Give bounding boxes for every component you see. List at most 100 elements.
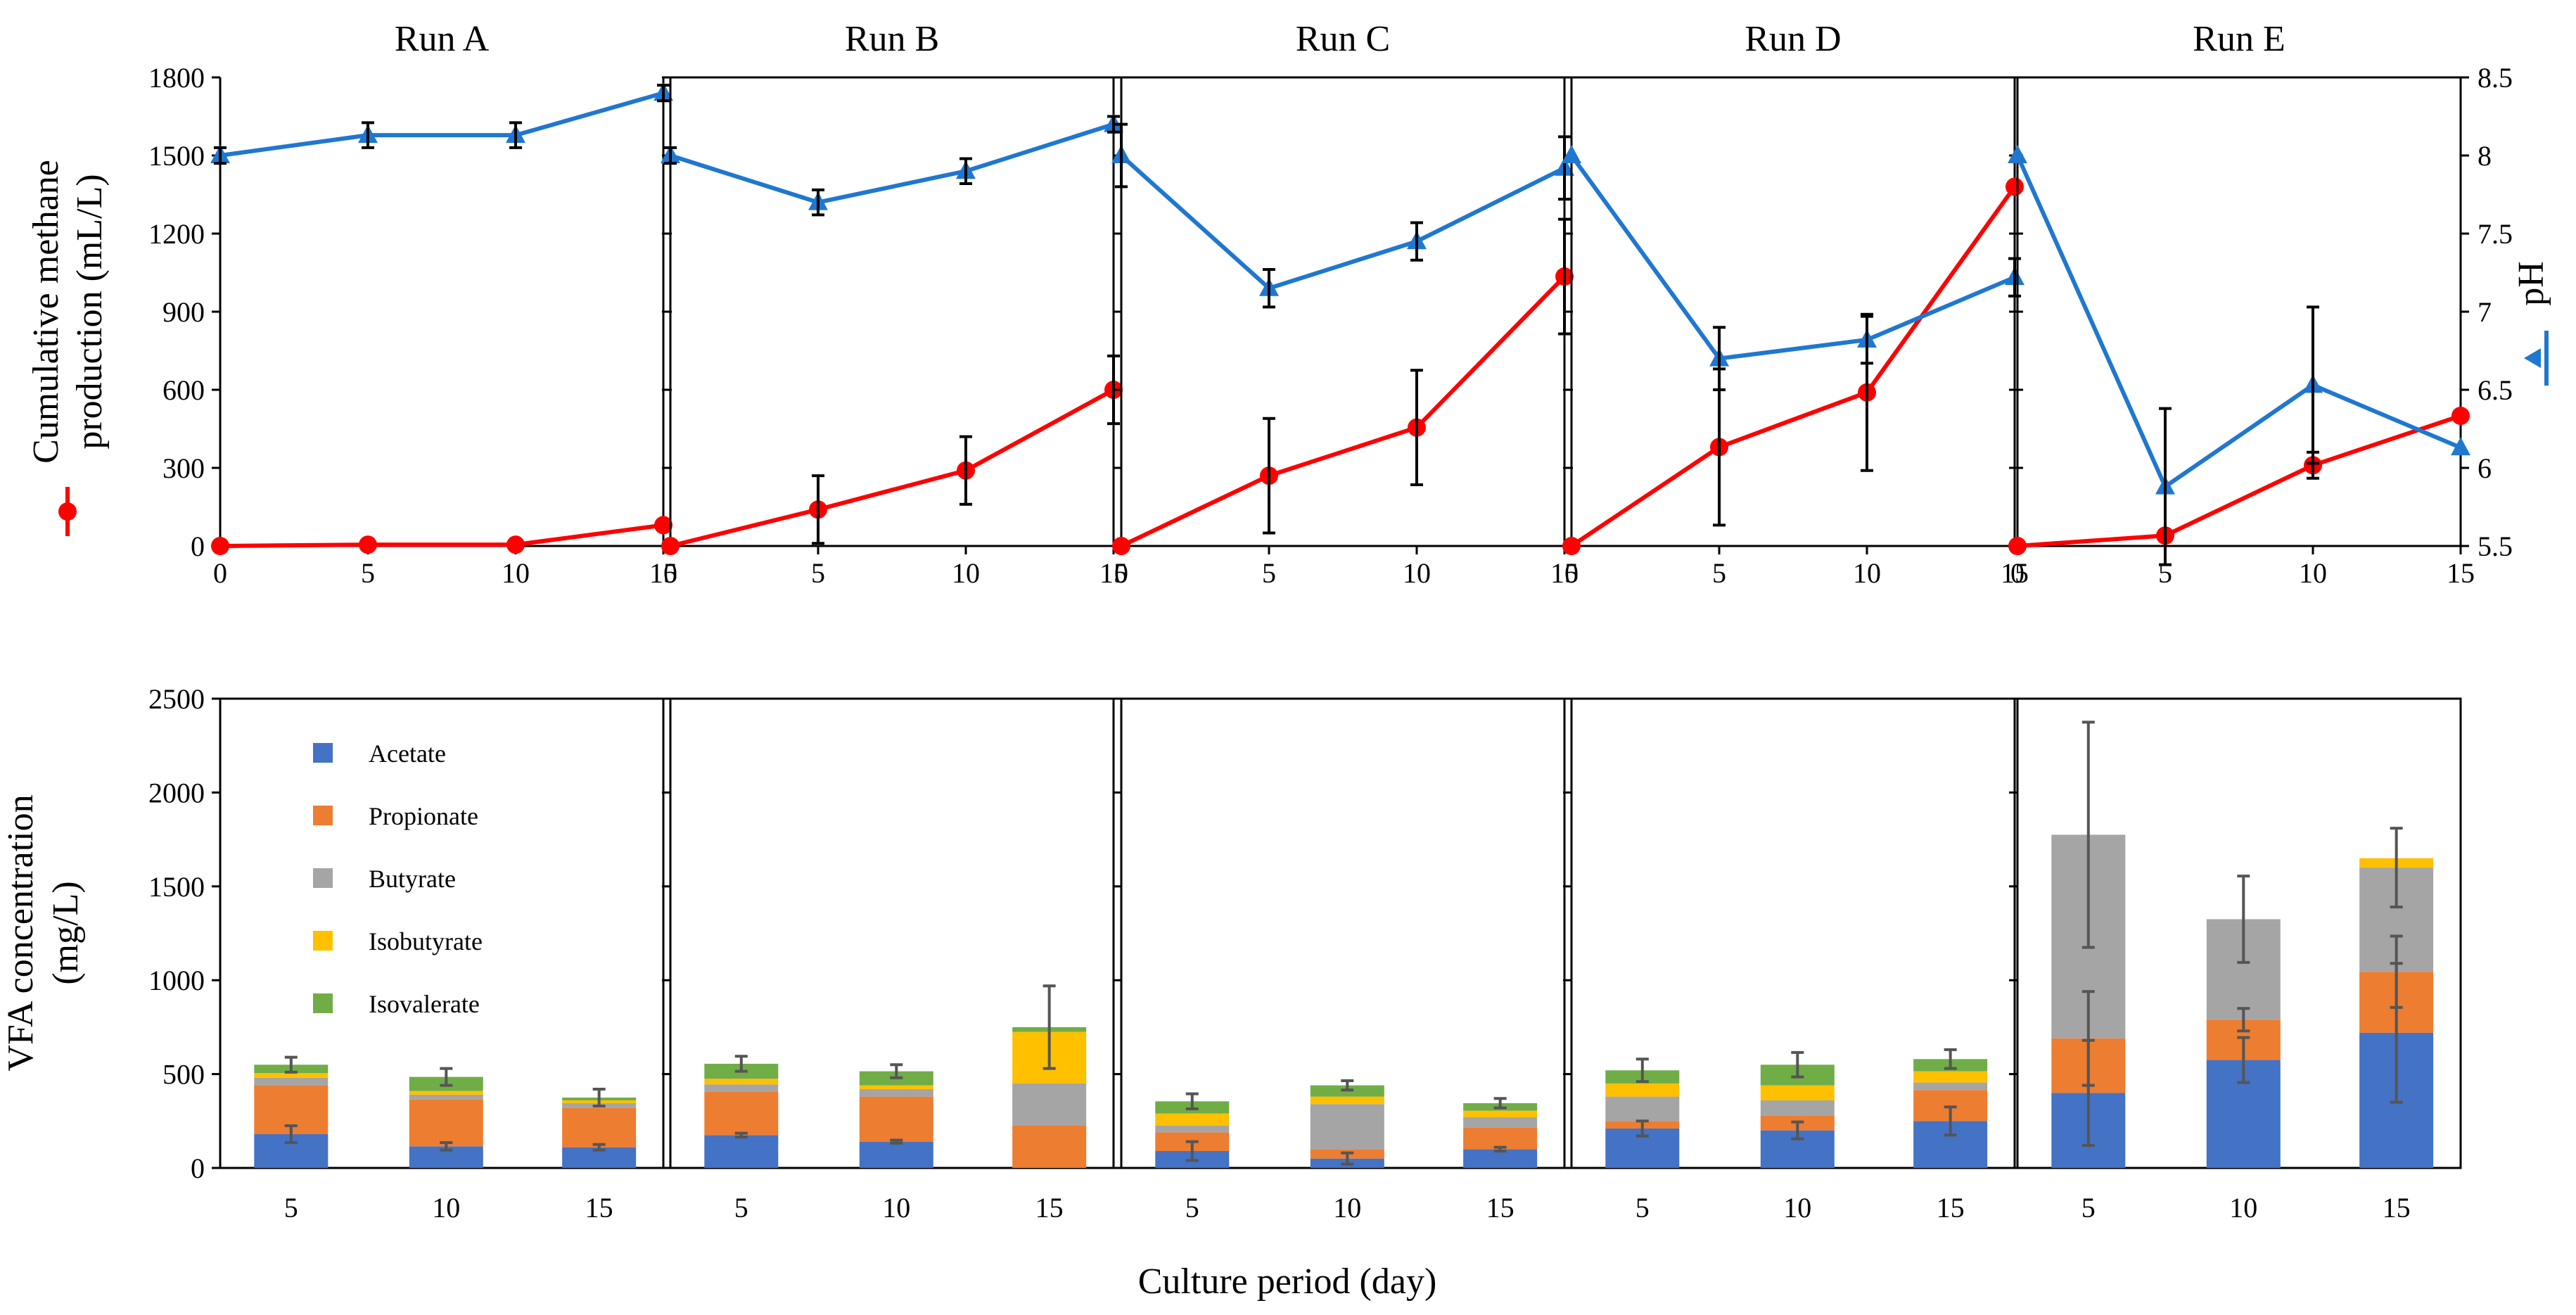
category-label: 10	[882, 1192, 910, 1224]
ph-line	[2015, 154, 2462, 490]
bar-segment-butyrate	[859, 1088, 933, 1097]
vfa-error-bar	[734, 1055, 748, 1073]
methane-line	[670, 388, 1115, 548]
top-x-tick-label: 10	[502, 557, 530, 589]
vfa-error-bar	[2237, 1007, 2250, 1033]
vfa-error-bar	[2390, 934, 2403, 1009]
ph-error-bar	[1713, 326, 1726, 391]
methane-point	[654, 516, 672, 535]
ph-marker-point	[2524, 348, 2541, 368]
bar-segment-propionate	[409, 1099, 483, 1147]
legend-swatch-acetate	[313, 743, 333, 763]
vfa-error-bar	[2237, 1036, 2250, 1084]
methane-error-bar	[1410, 369, 1423, 487]
vfa-axis-title-line2: (mg/L)	[46, 881, 86, 984]
top-x-tick-label: 5	[811, 557, 825, 589]
run-title-2: Run B	[845, 19, 939, 59]
ph-error-bar	[657, 84, 670, 103]
bottom-panel-4: 5 10 15	[1563, 697, 2016, 1224]
vfa-error-bar	[1791, 1050, 1804, 1079]
top-x-tick-label: 15	[1099, 557, 1128, 589]
ph-point	[2451, 437, 2470, 456]
methane-point	[2451, 407, 2470, 425]
category-label: 15	[1035, 1192, 1064, 1224]
top-panel-5: 5.566.577.588.50 5 10 15	[2008, 62, 2513, 589]
methane-error-bar	[812, 474, 824, 545]
methane-tick-label: 600	[162, 374, 205, 406]
ph-tick-label: 7.5	[2478, 218, 2513, 250]
top-x-tick-label: 15	[2447, 557, 2475, 589]
bar-segment-butyrate	[1310, 1104, 1384, 1150]
bar-segment-butyrate	[254, 1077, 329, 1086]
ph-error-bar	[1107, 115, 1120, 134]
vfa-error-bar	[2237, 875, 2250, 964]
top-x-tick-label: 0	[1114, 557, 1128, 589]
category-label: 5	[1185, 1192, 1199, 1224]
bar-segment-butyrate	[1760, 1100, 1835, 1116]
vfa-tick-label: 0	[191, 1152, 205, 1184]
vfa-error-bar	[284, 1124, 298, 1144]
ph-tick-label: 8.5	[2478, 62, 2513, 94]
vfa-error-bar	[440, 1141, 453, 1152]
top-x-tick-label: 10	[1403, 557, 1431, 589]
bar-segment-propionate	[859, 1096, 933, 1142]
methane-point	[2008, 537, 2027, 555]
x-axis-title: Culture period (day)	[1138, 1262, 1437, 1302]
methane-line	[2017, 414, 2461, 548]
vfa-error-bar	[592, 1087, 606, 1107]
methane-tick-label: 0	[191, 531, 205, 562]
ph-error-bar	[1263, 268, 1275, 309]
ph-error-bar	[362, 121, 374, 149]
vfa-error-bar	[890, 1063, 903, 1079]
methane-axis-title: Cumulative methaneproduction (mL/L)	[26, 160, 110, 464]
methane-point	[359, 535, 377, 554]
vfa-error-bar	[1791, 1120, 1804, 1141]
top-x-tick-label: 5	[1262, 557, 1276, 589]
legend-swatch-propionate	[313, 806, 333, 825]
ph-line	[1569, 154, 2016, 361]
bottom-panel-3: 5 10 15	[1113, 697, 1566, 1224]
legend-label: Isobutyrate	[369, 927, 483, 955]
vfa-error-bar	[1341, 1079, 1354, 1092]
category-label: 15	[2383, 1192, 2411, 1224]
ph-tick-label: 6.5	[2478, 374, 2513, 406]
bottom-panel-5: 5 10 15	[2009, 697, 2462, 1224]
vfa-error-bar	[1944, 1105, 1957, 1137]
vfa-error-bar	[1944, 1048, 1957, 1070]
vfa-error-bar	[592, 1143, 606, 1152]
legend: Acetate Propionate Butyrate Isobutyrate Isov…	[313, 739, 483, 1018]
top-x-tick-label: 10	[2299, 557, 2327, 589]
top-x-tick-label: 5	[361, 557, 375, 589]
ph-axis-marker	[2524, 331, 2549, 386]
vfa-error-bar	[1185, 1140, 1199, 1162]
methane-point	[1562, 537, 1581, 555]
methane-tick-label: 1500	[148, 140, 205, 172]
vfa-error-bar	[2390, 827, 2403, 909]
methane-point	[1112, 537, 1130, 555]
bar-segment-isobutyrate	[1310, 1096, 1384, 1105]
vfa-error-bar	[734, 1131, 748, 1138]
ph-error-bar	[812, 188, 824, 217]
bottom-panel-1: 0 500 1000 1500 2000 2500 5 10 15	[148, 683, 665, 1224]
ph-tick-label: 6	[2478, 452, 2492, 484]
bar-segment-isobutyrate	[1463, 1110, 1538, 1117]
top-panel-2: 0 5 10 15	[661, 76, 1128, 589]
ph-line	[219, 91, 664, 158]
vfa-error-bar	[440, 1067, 453, 1087]
top-panel-3: 0 5 10 15	[1111, 76, 1579, 589]
run-title-5: Run E	[2193, 19, 2285, 59]
vfa-axis-title-line1: VFA concentration	[1, 794, 41, 1071]
ph-error-bar	[2159, 407, 2172, 566]
run-title-1: Run A	[395, 19, 490, 59]
bar-segment-acetate	[859, 1141, 933, 1168]
methane-axis-marker	[58, 487, 77, 536]
top-x-tick-label: 0	[2010, 557, 2025, 589]
ph-axis-title: pH	[2511, 261, 2551, 306]
bar-segment-propionate	[704, 1091, 779, 1136]
ph-tick-label: 5.5	[2478, 531, 2513, 562]
vfa-tick-label: 2500	[148, 683, 205, 715]
vfa-error-bar	[284, 1055, 298, 1074]
top-panel-4: 0 5 10 15	[1562, 76, 2029, 589]
ph-tick-label: 7	[2478, 296, 2492, 328]
